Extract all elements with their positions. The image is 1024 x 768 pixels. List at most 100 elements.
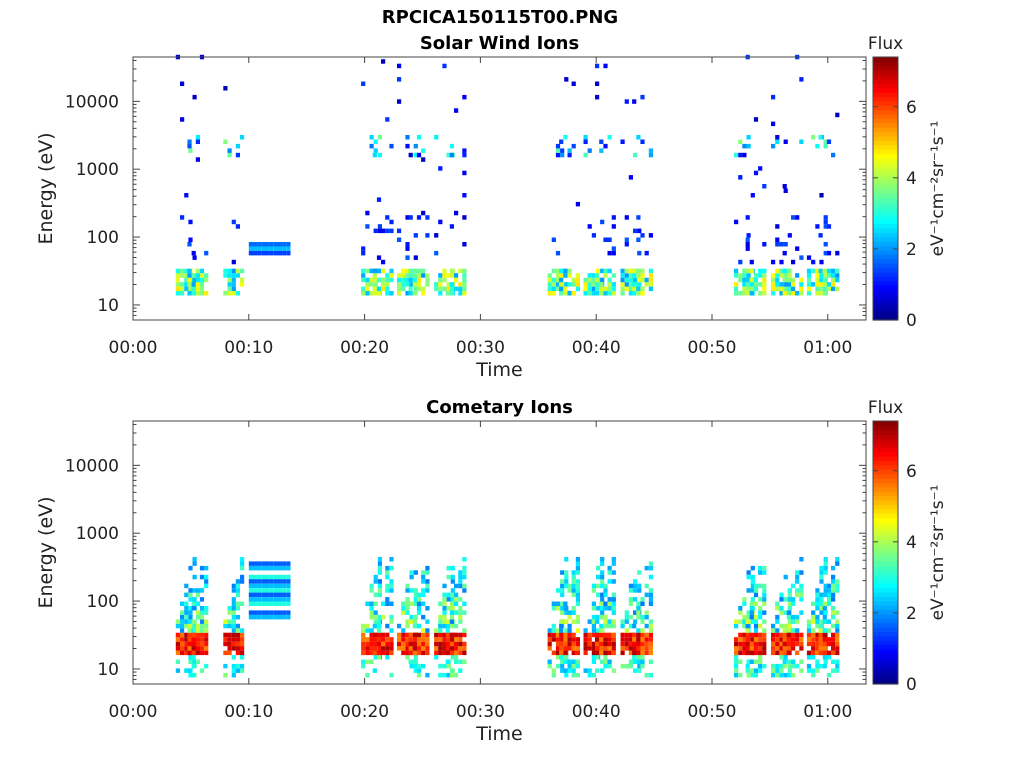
low-energy-pixel xyxy=(449,291,454,296)
solar-wind-band-pixel xyxy=(583,139,588,144)
sparse-pixel xyxy=(775,224,780,229)
sparse-pixel xyxy=(637,228,642,234)
cometary-core-pixel xyxy=(738,632,743,638)
cometary-core-pixel xyxy=(599,646,604,651)
energy-tail-pixel xyxy=(564,579,569,584)
sparse-pixel xyxy=(595,81,600,86)
low-energy-pixel xyxy=(826,268,832,274)
streak-pixel xyxy=(273,574,278,580)
sparse-pixel xyxy=(795,246,800,251)
low-energy-pixel xyxy=(628,282,633,287)
cometary-core-pixel xyxy=(376,637,382,642)
streak-pixel xyxy=(273,250,278,256)
energy-tail-pixel xyxy=(758,565,763,571)
low-energy-pixel xyxy=(819,273,824,278)
low-energy-pixel xyxy=(458,282,463,287)
low-tail-pixel xyxy=(449,672,454,678)
cometary-core-pixel xyxy=(405,637,410,642)
energy-tail-pixel xyxy=(826,619,832,624)
solar-wind-band-pixel xyxy=(738,139,743,144)
low-tail-pixel xyxy=(560,668,565,673)
low-tail-pixel xyxy=(771,663,776,669)
colorbar-segment xyxy=(873,192,898,198)
cometary-core-pixel xyxy=(567,637,572,642)
streak-pixel xyxy=(248,592,253,598)
energy-tail-pixel xyxy=(454,610,459,615)
low-energy-pixel xyxy=(409,273,414,278)
sparse-pixel xyxy=(595,63,600,69)
low-energy-pixel xyxy=(620,273,625,278)
energy-tail-pixel xyxy=(187,623,192,629)
low-tail-pixel xyxy=(637,663,642,669)
low-energy-pixel xyxy=(822,291,827,296)
low-energy-pixel xyxy=(385,291,390,296)
low-energy-pixel xyxy=(180,273,185,278)
colorbar-segment xyxy=(873,425,898,431)
cometary-core-pixel xyxy=(791,632,796,638)
cometary-core-pixel xyxy=(563,637,568,642)
low-tail-pixel xyxy=(603,663,608,669)
energy-tail-pixel xyxy=(822,619,827,624)
low-energy-pixel xyxy=(762,268,767,274)
energy-tail-pixel xyxy=(738,606,743,611)
energy-tail-pixel xyxy=(416,610,422,615)
energy-tail-pixel xyxy=(184,592,189,598)
energy-tail-pixel xyxy=(591,601,596,606)
cometary-core-pixel xyxy=(815,650,820,656)
low-tail-pixel xyxy=(191,672,196,678)
colorbar-segment xyxy=(873,605,898,611)
energy-tail-pixel xyxy=(551,628,556,633)
cometary-core-pixel xyxy=(632,650,637,656)
cometary-core-pixel xyxy=(385,632,390,638)
low-energy-pixel xyxy=(783,286,788,292)
colorbar-title: Flux xyxy=(868,398,903,418)
colorbar-unit-label: eV⁻¹cm⁻²sr⁻¹s⁻¹ xyxy=(928,121,948,257)
sparse-pixel xyxy=(771,121,776,127)
energy-tail-pixel xyxy=(547,628,552,633)
streak-pixel xyxy=(261,588,266,593)
low-tail-pixel xyxy=(779,672,784,678)
cometary-core-pixel xyxy=(416,650,422,656)
cometary-core-pixel xyxy=(227,650,232,656)
solar-wind-band-pixel xyxy=(567,148,572,153)
sparse-pixel xyxy=(462,215,467,220)
low-tail-pixel xyxy=(753,659,759,664)
cometary-core-pixel xyxy=(831,632,836,638)
energy-tail-pixel xyxy=(787,619,792,624)
energy-tail-pixel xyxy=(571,579,576,584)
energy-tail-pixel xyxy=(628,597,633,602)
low-energy-pixel xyxy=(551,291,556,296)
energy-tail-pixel xyxy=(762,628,767,633)
cometary-core-pixel xyxy=(376,641,382,647)
low-energy-pixel xyxy=(583,286,588,292)
energy-tail-pixel xyxy=(567,610,572,615)
cometary-core-pixel xyxy=(551,650,556,656)
streak-pixel xyxy=(253,597,258,602)
cometary-core-pixel xyxy=(815,637,820,642)
energy-tail-pixel xyxy=(611,610,616,615)
cometary-core-pixel xyxy=(416,632,422,638)
energy-tail-pixel xyxy=(180,610,185,615)
low-energy-pixel xyxy=(199,291,205,296)
energy-tail-pixel xyxy=(831,610,836,615)
colorbar-segment xyxy=(873,105,898,111)
cometary-core-pixel xyxy=(231,632,236,638)
energy-tail-pixel xyxy=(567,628,572,633)
streak-pixel xyxy=(278,583,283,589)
colorbar-segment xyxy=(873,561,898,567)
low-energy-pixel xyxy=(628,268,633,274)
energy-tail-pixel xyxy=(227,606,232,611)
energy-tail-pixel xyxy=(648,561,653,566)
energy-tail-pixel xyxy=(389,557,394,562)
low-energy-pixel xyxy=(745,277,750,283)
streak-pixel xyxy=(257,588,262,593)
energy-tail-pixel xyxy=(644,592,649,598)
energy-tail-pixel xyxy=(385,601,390,606)
cometary-core-pixel xyxy=(458,637,463,642)
sparse-pixel xyxy=(373,228,378,234)
low-energy-pixel xyxy=(408,286,413,292)
energy-tail-pixel xyxy=(223,619,228,624)
energy-tail-pixel xyxy=(826,597,832,602)
low-energy-pixel xyxy=(595,291,600,296)
cometary-core-pixel xyxy=(762,650,767,656)
